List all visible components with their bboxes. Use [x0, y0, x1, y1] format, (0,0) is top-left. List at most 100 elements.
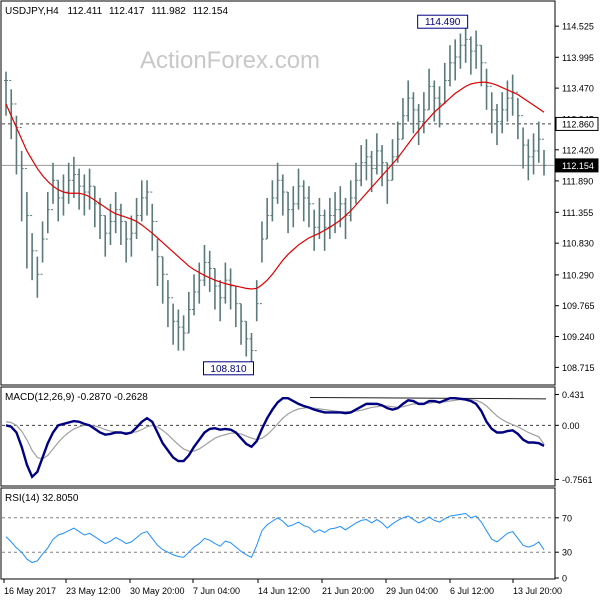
price-bar — [432, 80, 437, 122]
price-bar — [171, 297, 176, 345]
high-value: 112.417 — [109, 6, 145, 17]
extreme-label: 114.490 — [425, 17, 461, 28]
low-value: 111.982 — [151, 6, 186, 17]
price-bar — [280, 174, 285, 216]
price-bar — [536, 121, 541, 163]
price-bar — [275, 162, 280, 204]
moving-average — [5, 81, 545, 290]
price-tick-label: 114.525 — [562, 22, 594, 32]
time-tick-label: 13 Jul 20:00 — [513, 586, 562, 596]
price-bar — [228, 268, 233, 310]
price-bar — [56, 179, 61, 222]
price-bar — [369, 150, 374, 193]
price-bar — [463, 28, 468, 63]
price-bar — [77, 168, 82, 210]
price-marker-label: 112.154 — [562, 161, 594, 171]
price-bar — [254, 280, 259, 352]
price-bar — [30, 215, 35, 281]
price-bar — [45, 192, 50, 240]
time-tick-label: 16 May 2017 — [4, 586, 56, 596]
price-bar — [40, 221, 45, 275]
price-bar — [218, 280, 223, 322]
price-bar — [515, 91, 520, 140]
macd-plot — [2, 396, 554, 479]
price-bar — [348, 180, 353, 222]
price-bar — [359, 145, 364, 187]
price-bar — [113, 192, 118, 234]
macd-main-line — [5, 396, 545, 479]
price-bar — [160, 256, 165, 304]
price-marker-label: 112.860 — [562, 119, 594, 129]
price-bar — [139, 180, 144, 222]
macd-signal-line — [5, 398, 545, 460]
time-tick-label: 21 Jun 20:00 — [322, 586, 374, 596]
price-bar — [458, 33, 463, 69]
chart-header: USDJPY,H4 112.411 112.417 111.982 112.15… — [5, 6, 228, 17]
price-bar — [207, 250, 212, 292]
rsi-panel-frame — [0, 487, 556, 580]
price-bar — [484, 62, 489, 110]
price-bar — [542, 138, 546, 176]
price-bar — [270, 180, 275, 222]
rsi-title: RSI(14) 32.8050 — [5, 493, 79, 504]
price-bar — [421, 92, 426, 134]
price-bar — [129, 215, 134, 257]
price-bar — [239, 303, 244, 345]
price-bar — [176, 309, 181, 351]
extreme-label-box — [202, 361, 254, 376]
price-bar — [249, 333, 254, 362]
price-bar — [4, 71, 8, 116]
close-value: 112.154 — [193, 6, 229, 17]
price-bar — [124, 220, 129, 263]
extreme-label: 108.810 — [210, 364, 247, 375]
price-bar — [427, 68, 432, 111]
price-bar — [35, 250, 40, 298]
price-bar — [71, 156, 76, 198]
price-bar — [416, 103, 421, 146]
price-bar — [103, 215, 108, 257]
price-bar — [301, 180, 306, 222]
price-tick-label: 111.355 — [562, 208, 593, 218]
price-bar — [453, 39, 458, 81]
price-bar — [165, 273, 170, 328]
price-bar — [390, 139, 395, 181]
price-bar — [19, 126, 24, 222]
price-tick-label: 109.765 — [562, 301, 595, 311]
price-bar — [406, 80, 411, 122]
price-bar — [181, 315, 186, 351]
price-bar — [186, 291, 191, 334]
price-bar — [306, 186, 311, 228]
price-bar — [150, 191, 155, 251]
price-bar — [155, 220, 160, 287]
price-bar — [479, 44, 484, 87]
price-marker-box — [555, 116, 599, 131]
price-tick-label: 111.890 — [562, 176, 593, 186]
price-marker-box — [555, 158, 599, 173]
price-bar — [531, 133, 536, 175]
price-bar — [395, 121, 400, 163]
price-bar — [145, 180, 150, 216]
price-bar — [286, 191, 291, 234]
price-tick-label: 110.830 — [562, 239, 594, 249]
time-tick-label: 14 Jun 12:00 — [258, 586, 310, 596]
price-axis: 114.525113.995113.470112.945112.420111.8… — [555, 22, 595, 373]
price-bar — [521, 115, 526, 169]
price-bar — [400, 98, 405, 140]
price-bar — [380, 145, 385, 187]
rsi-tick-label: 30 — [562, 548, 572, 558]
price-tick-label: 108.715 — [562, 363, 595, 373]
time-axis: 16 May 2017 23 May 12:00 30 May 20:00 7 Jun… — [3, 579, 562, 596]
price-bar — [353, 162, 358, 204]
price-tick-label: 110.290 — [562, 270, 594, 280]
open-value: 112.411 — [68, 6, 103, 17]
price-tick-label: 109.240 — [562, 332, 595, 342]
price-bar — [468, 36, 473, 75]
price-bar — [92, 185, 97, 228]
price-bar — [447, 45, 452, 87]
price-bar — [291, 186, 296, 228]
price-bar — [259, 221, 264, 305]
rsi-line — [5, 512, 545, 564]
price-bar — [312, 203, 317, 251]
price-tick-label: 113.470 — [562, 84, 594, 94]
